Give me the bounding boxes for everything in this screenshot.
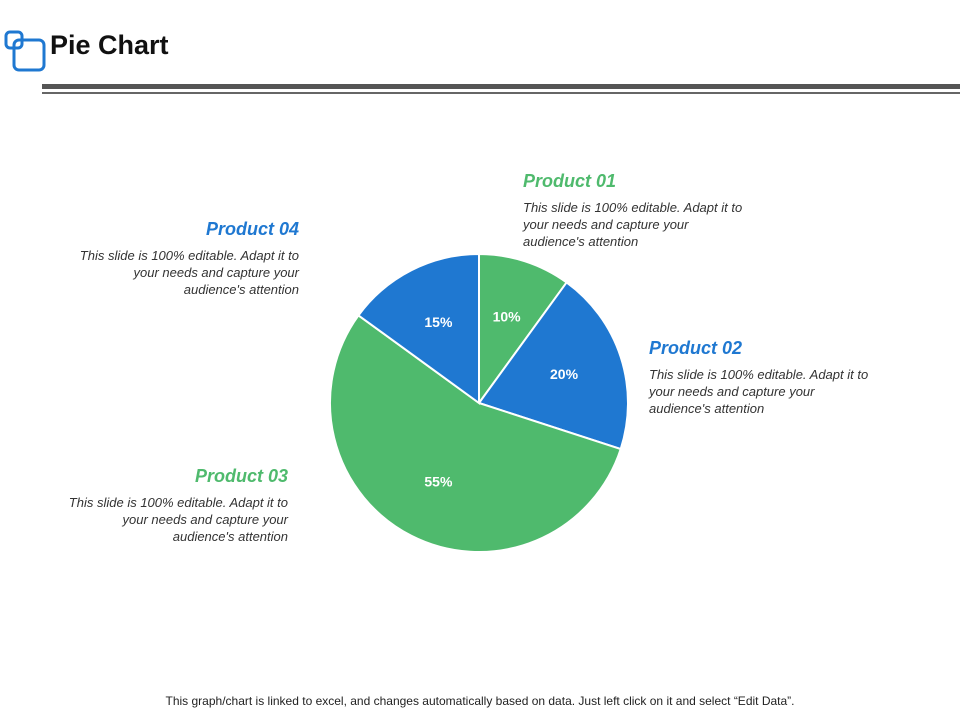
callout-description: This slide is 100% editable. Adapt it to… <box>79 248 299 297</box>
pie-slice-product-03[interactable] <box>329 314 622 553</box>
pie-slice-label: 20% <box>550 366 579 382</box>
pie-slice-labels: 10% 20% 55% 15% <box>424 309 578 490</box>
callout-title: Product 04 <box>205 219 299 239</box>
logo-squares-icon <box>4 30 46 72</box>
callout-title: Product 02 <box>649 338 743 358</box>
pie-slice-label: 10% <box>493 309 522 325</box>
callout-title: Product 01 <box>523 171 617 191</box>
pie-slice-product-02[interactable] <box>477 281 629 451</box>
callout-product-04: Product 04 This slide is 100% editable. … <box>69 219 299 298</box>
header-rule-thin <box>42 92 960 94</box>
pie-slice-label: 55% <box>424 473 453 489</box>
pie-slice-label: 15% <box>424 314 453 330</box>
page-title: Pie Chart <box>50 30 169 60</box>
pie-slice-product-04[interactable] <box>357 252 480 405</box>
header-rule-thick <box>42 84 960 89</box>
pie-slice-product-01[interactable] <box>478 252 568 407</box>
callout-title: Product 03 <box>194 466 288 486</box>
footer-note: This graph/chart is linked to excel, and… <box>165 694 795 708</box>
callout-product-02: Product 02 This slide is 100% editable. … <box>649 338 879 417</box>
callout-product-01: Product 01 This slide is 100% editable. … <box>523 171 753 250</box>
callout-product-03: Product 03 This slide is 100% editable. … <box>58 466 288 545</box>
callout-description: This slide is 100% editable. Adapt it to… <box>523 200 743 249</box>
callout-description: This slide is 100% editable. Adapt it to… <box>649 367 869 416</box>
pie-slices <box>329 252 629 553</box>
callout-description: This slide is 100% editable. Adapt it to… <box>68 495 288 544</box>
